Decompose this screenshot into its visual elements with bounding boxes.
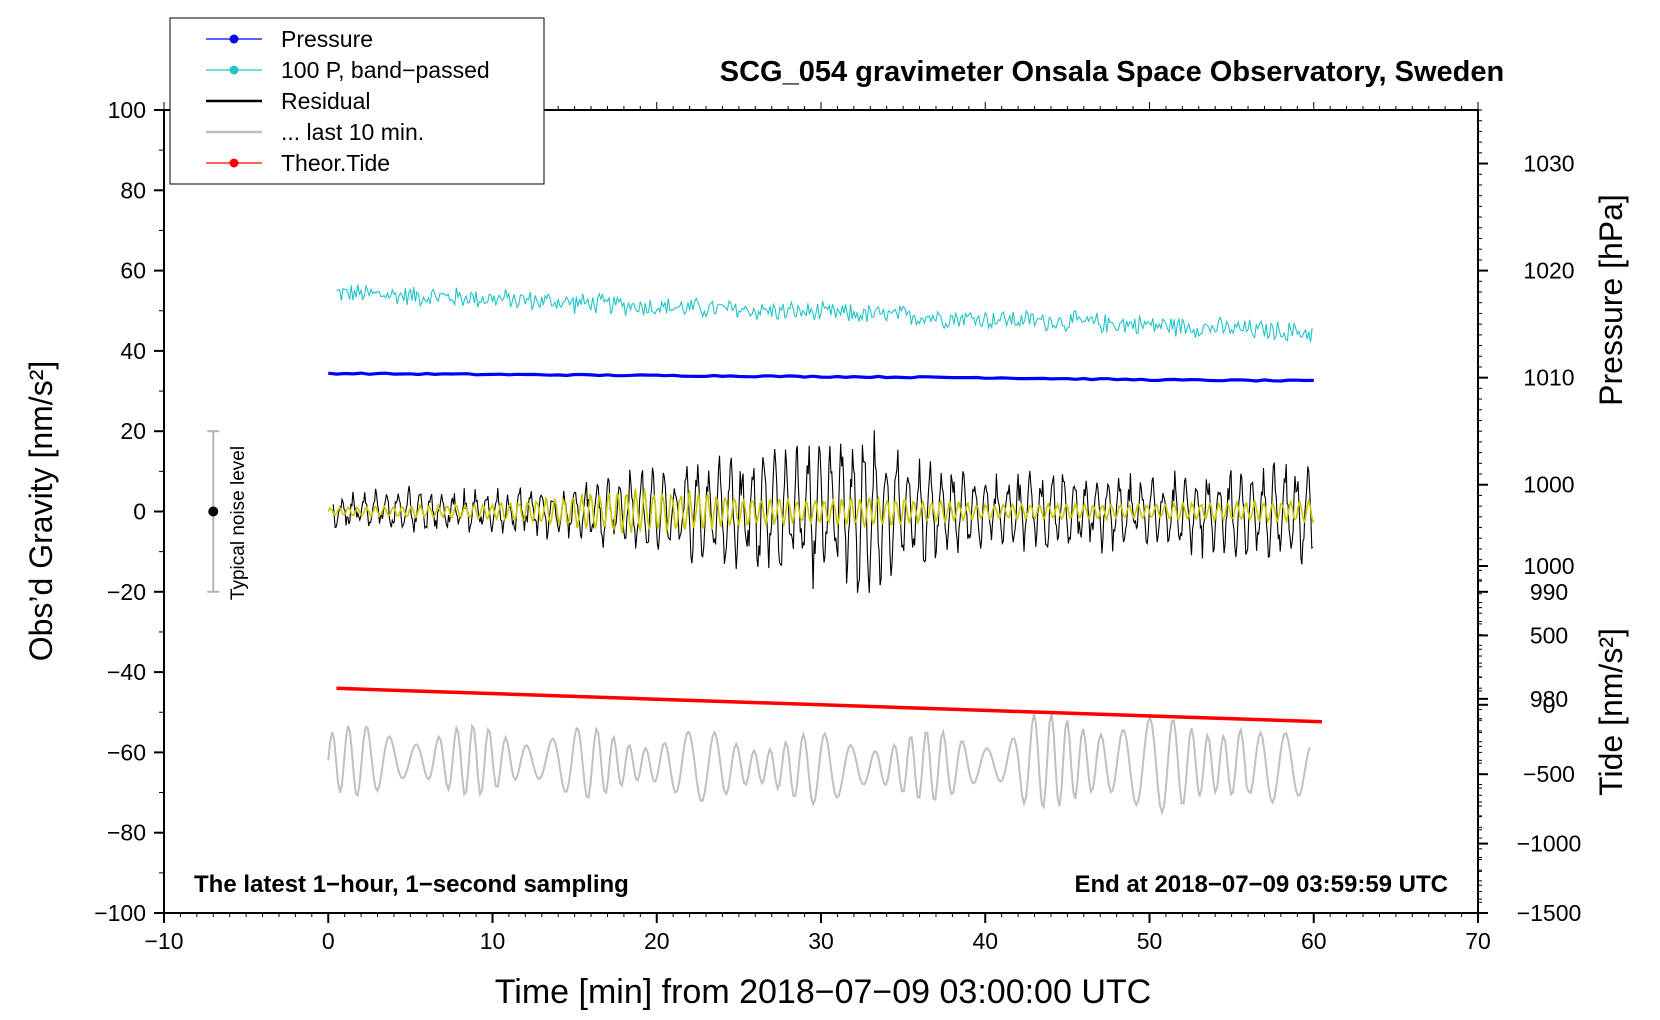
y-tick-label: 100 [108, 97, 146, 123]
y-tick-label: −20 [107, 579, 146, 605]
noise-bar-center-dot [208, 506, 219, 517]
x-tick-label: 50 [1137, 928, 1163, 954]
legend-swatch-marker [229, 158, 239, 168]
tide-tick-label: 500 [1530, 622, 1568, 648]
y-axis-label-left: Obs’d Gravity [nm/s²] [23, 361, 59, 662]
y-tick-label: 0 [133, 499, 146, 525]
series-bandpassed-pressure [336, 283, 1313, 343]
series-last-10-min [327, 713, 1311, 816]
legend: Pressure 100 P, band−passed Residual ... la… [169, 17, 545, 185]
y-tick-label: 40 [120, 338, 146, 364]
x-tick-label: 70 [1465, 928, 1491, 954]
tide-tick-label: −1500 [1517, 900, 1582, 926]
pressure-tick-label: 980 [1530, 686, 1568, 712]
legend-swatch-marker [229, 65, 239, 75]
series-filtered-residual [327, 488, 1315, 534]
x-tick-label: 10 [480, 928, 506, 954]
y-tick-label: 60 [120, 258, 146, 284]
legend-rows: Pressure 100 P, band−passed Residual ... la… [206, 26, 490, 176]
y-tick-label: 20 [120, 418, 146, 444]
pressure-tick-label: 1010 [1523, 365, 1574, 391]
y-tick-label: −80 [107, 820, 146, 846]
x-tick-label: 40 [972, 928, 998, 954]
y-tick-label: −60 [107, 739, 146, 765]
pressure-tick-label: 1020 [1523, 258, 1574, 284]
legend-label: ... last 10 min. [281, 119, 424, 145]
x-tick-label: −10 [144, 928, 183, 954]
legend-label: Residual [281, 88, 371, 114]
y-axis-label-pressure: Pressure [hPa] [1593, 194, 1629, 406]
x-tick-label: 30 [808, 928, 834, 954]
series-layer [327, 283, 1323, 816]
noise-bar [207, 430, 220, 593]
annotation-end-time: End at 2018−07−09 03:59:59 UTC [1074, 871, 1448, 898]
tide-tick-label: −500 [1523, 761, 1575, 787]
x-tick-label: 60 [1301, 928, 1327, 954]
tide-tick-label: 0 [1543, 692, 1556, 718]
ticks-layer: −10 0 10 20 30 40 50 60 70−100−80−60−40−20020406… [94, 97, 1581, 954]
y-tick-label: −40 [107, 659, 146, 685]
y-axis-label-tide: Tide [nm/s²] [1593, 628, 1629, 796]
y-tick-label: 80 [120, 177, 146, 203]
legend-label: Theor.Tide [281, 150, 390, 176]
pressure-tick-label: 990 [1530, 579, 1568, 605]
chart-title: SCG_054 gravimeter Onsala Space Observat… [720, 56, 1504, 88]
x-tick-label: 20 [644, 928, 670, 954]
y-tick-label: −100 [94, 900, 146, 926]
series-theoretical-tide [336, 686, 1323, 724]
tide-tick-label: −1000 [1517, 831, 1582, 857]
pressure-tick-label: 1030 [1523, 151, 1574, 177]
annotation-latest-hour: The latest 1−hour, 1−second sampling [194, 871, 629, 898]
x-axis-label: Time [min] from 2018−07−09 03:00:00 UTC [495, 973, 1151, 1011]
legend-label: 100 P, band−passed [281, 57, 490, 83]
legend-label: Pressure [281, 26, 373, 52]
pressure-tick-label: 1000 [1523, 472, 1574, 498]
noise-level-label: Typical noise level [228, 446, 249, 600]
tide-tick-label: 1000 [1523, 553, 1574, 579]
series-pressure [328, 371, 1314, 383]
legend-swatch-marker [229, 34, 239, 44]
x-tick-label: 0 [322, 928, 335, 954]
